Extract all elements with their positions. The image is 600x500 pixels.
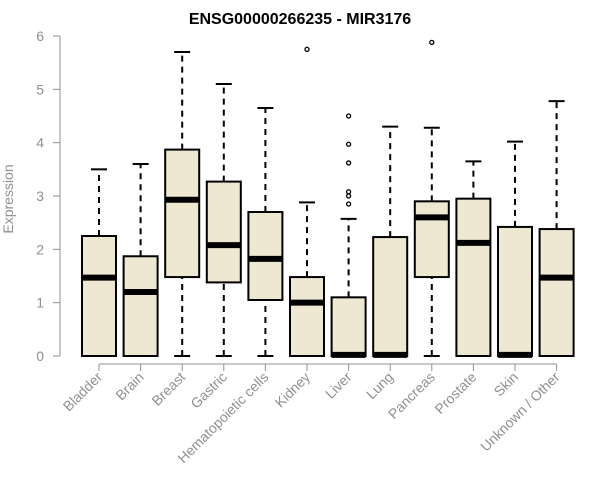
box-skin xyxy=(497,140,533,358)
outlier-point xyxy=(345,160,352,166)
box-breast xyxy=(164,51,201,357)
outlier-point xyxy=(345,113,352,119)
y-tick-label: 1 xyxy=(36,295,44,311)
box-bladder xyxy=(81,168,117,357)
outlier-point xyxy=(304,46,310,52)
outlier-point xyxy=(345,189,352,195)
y-tick-label: 3 xyxy=(36,188,44,204)
x-tick-label: Kidney xyxy=(272,369,314,411)
box-iqr xyxy=(372,236,409,357)
box-iqr xyxy=(164,148,201,279)
box-iqr xyxy=(122,255,159,357)
x-tick-label: Breast xyxy=(148,369,188,409)
outlier-point xyxy=(429,39,435,46)
box-hematopoietic-cells xyxy=(247,107,284,357)
y-tick-label: 6 xyxy=(36,28,44,44)
box-iqr xyxy=(455,197,492,357)
outlier-point xyxy=(345,141,352,147)
box-iqr xyxy=(538,228,575,357)
box-iqr xyxy=(289,276,325,358)
box-pancreas xyxy=(413,39,450,357)
y-tick-label: 0 xyxy=(36,348,44,364)
box-iqr xyxy=(205,180,242,284)
x-tick-label: Unknown / Other xyxy=(477,369,563,455)
y-tick-label: 4 xyxy=(36,135,44,151)
outlier-point xyxy=(345,201,352,207)
box-lung xyxy=(372,125,409,358)
x-tick-label: Liver xyxy=(322,369,355,402)
box-iqr xyxy=(497,225,533,357)
chart-title: ENSG00000266235 - MIR3176 xyxy=(189,11,411,28)
box-brain xyxy=(122,163,159,357)
box-unknown-other xyxy=(538,100,575,357)
x-tick-label: Prostate xyxy=(431,369,479,417)
box-iqr xyxy=(81,235,117,357)
x-tick-label: Lung xyxy=(363,369,396,402)
box-liver xyxy=(330,113,367,358)
box-gastric xyxy=(205,83,242,357)
box-kidney xyxy=(289,46,325,358)
x-tick-label: Bladder xyxy=(60,369,106,415)
box-iqr xyxy=(413,200,450,279)
y-tick-label: 2 xyxy=(36,241,44,257)
y-tick-label: 5 xyxy=(36,81,44,97)
x-tick-label: Skin xyxy=(491,369,522,400)
box-iqr xyxy=(330,296,367,358)
y-axis: 0 1 2 3 4 5 6 xyxy=(36,28,61,364)
outlier-point xyxy=(345,193,352,199)
x-tick-label: Brain xyxy=(112,369,146,403)
y-axis-label: Expression xyxy=(0,164,16,233)
boxes-group xyxy=(81,39,575,358)
box-prostate xyxy=(455,160,492,357)
